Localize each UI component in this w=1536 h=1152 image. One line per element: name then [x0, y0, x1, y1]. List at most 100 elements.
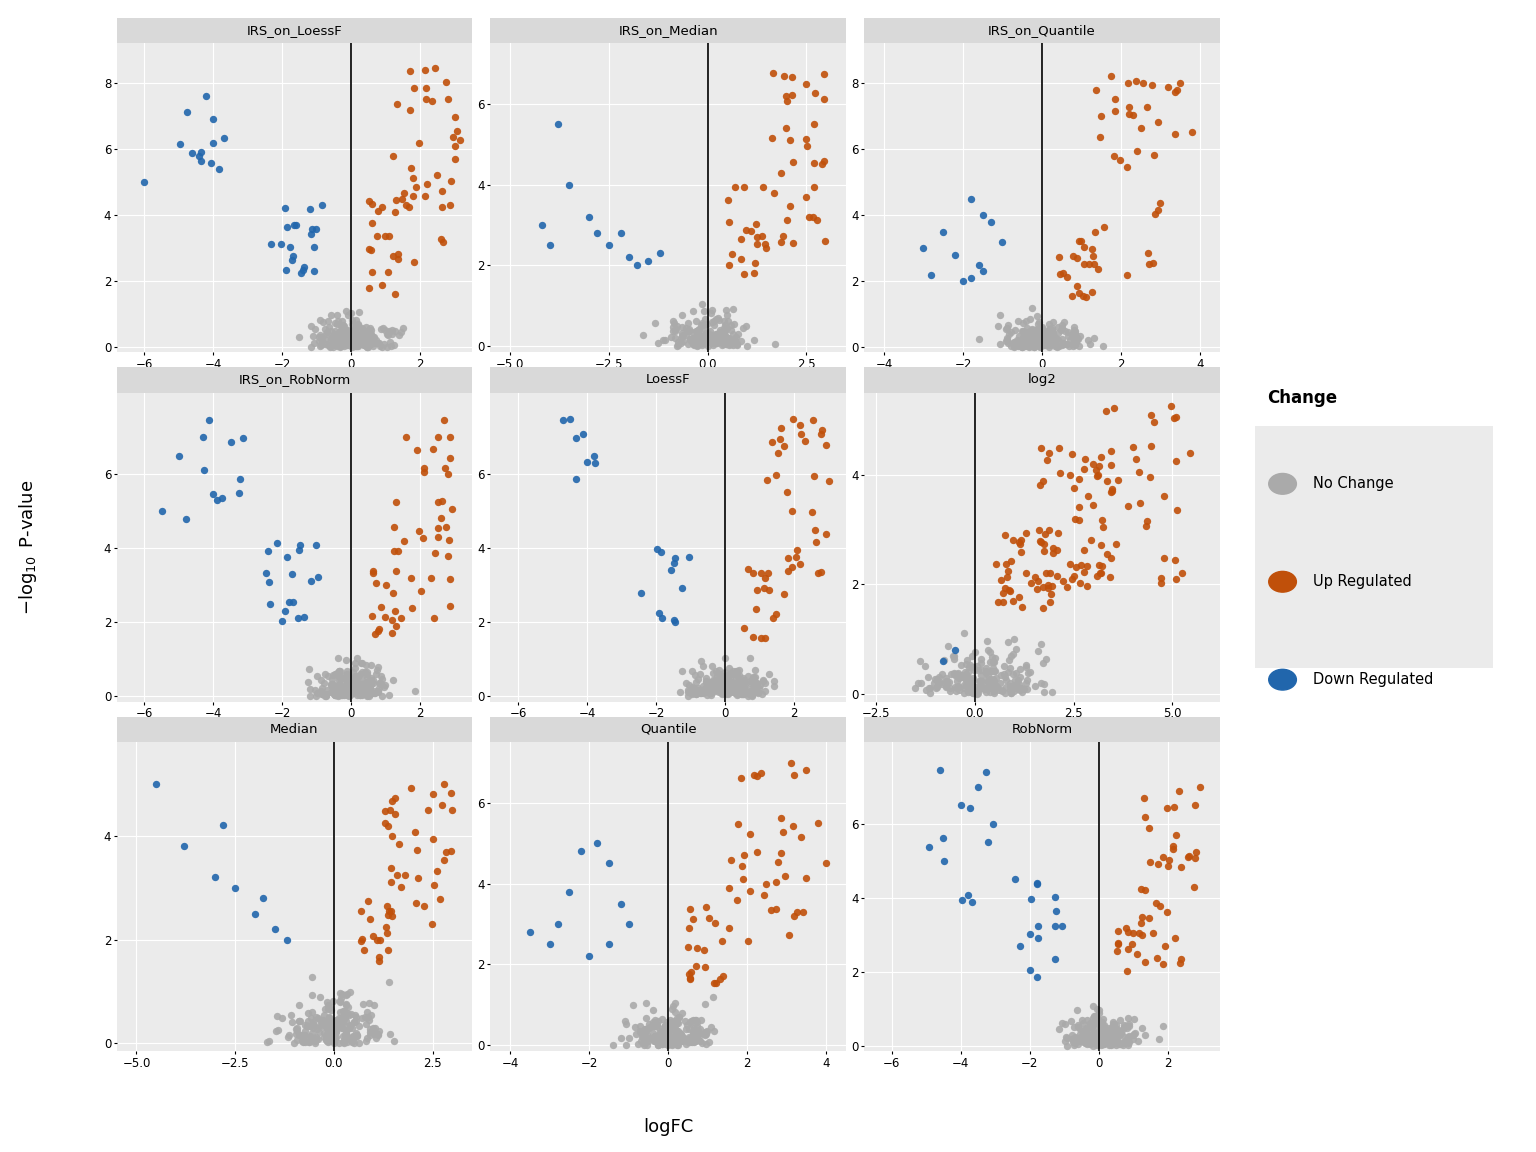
Point [1057, 326, 1081, 344]
Point [719, 673, 743, 691]
Point [802, 153, 826, 172]
Point [633, 1026, 657, 1045]
Point [1075, 1032, 1100, 1051]
Point [333, 1005, 358, 1023]
Point [1163, 551, 1187, 569]
Point [680, 1011, 705, 1030]
Point [298, 225, 323, 243]
Point [677, 970, 702, 988]
Point [628, 1023, 653, 1041]
Point [699, 682, 723, 700]
Point [1083, 1014, 1107, 1032]
Point [358, 679, 382, 697]
Point [1127, 924, 1152, 942]
Point [1121, 438, 1146, 456]
Point [1037, 334, 1061, 353]
Point [639, 1029, 664, 1047]
Point [343, 1028, 367, 1046]
Point [1051, 335, 1075, 354]
Point [438, 448, 462, 467]
Point [736, 687, 760, 705]
Point [673, 1013, 697, 1031]
Point [304, 1030, 329, 1048]
Point [731, 318, 756, 336]
Point [688, 684, 713, 703]
Point [319, 335, 344, 354]
Point [310, 196, 335, 214]
Point [668, 683, 693, 702]
Point [310, 1014, 335, 1032]
Point [719, 333, 743, 351]
Point [356, 687, 381, 705]
Point [1035, 326, 1060, 344]
Point [680, 682, 705, 700]
Point [300, 986, 324, 1005]
Point [1046, 524, 1071, 543]
Point [969, 677, 994, 696]
Point [353, 327, 378, 346]
Point [664, 1003, 688, 1022]
Point [1101, 1018, 1126, 1037]
Point [1084, 461, 1109, 479]
Point [347, 685, 372, 704]
Point [674, 321, 699, 340]
Point [335, 1028, 359, 1046]
Point [696, 332, 720, 350]
Point [700, 680, 725, 698]
Point [717, 213, 742, 232]
Point [665, 333, 690, 351]
Point [223, 878, 247, 896]
Point [359, 328, 384, 347]
Point [1091, 1032, 1115, 1051]
Point [356, 892, 381, 910]
Point [301, 237, 326, 256]
Point [1097, 1032, 1121, 1051]
Point [321, 1029, 346, 1047]
Point [731, 677, 756, 696]
Point [1147, 194, 1172, 212]
Point [344, 1024, 369, 1043]
Point [1028, 336, 1052, 355]
Point [664, 993, 688, 1011]
Point [301, 333, 326, 351]
Point [321, 684, 346, 703]
Point [333, 1024, 358, 1043]
Point [934, 672, 958, 690]
Point [1075, 487, 1100, 506]
Point [1097, 1028, 1121, 1046]
Point [318, 338, 343, 356]
Point [350, 664, 375, 682]
Point [1014, 318, 1038, 336]
Point [693, 1025, 717, 1044]
Point [1072, 255, 1097, 273]
Point [315, 1029, 339, 1047]
Point [717, 256, 742, 274]
Point [1044, 541, 1069, 560]
Point [645, 1036, 670, 1054]
Point [680, 684, 705, 703]
Point [989, 682, 1014, 700]
Point [384, 191, 409, 210]
Point [1092, 1034, 1117, 1053]
Point [339, 314, 364, 333]
Point [691, 676, 716, 695]
Point [917, 679, 942, 697]
Point [1097, 1029, 1121, 1047]
Point [974, 679, 998, 697]
Point [968, 681, 992, 699]
Point [667, 1008, 691, 1026]
Point [422, 609, 447, 628]
Point [1107, 1024, 1132, 1043]
Point [1023, 327, 1048, 346]
Point [734, 683, 759, 702]
Point [1068, 510, 1092, 529]
Point [680, 910, 705, 929]
Point [436, 546, 461, 564]
Point [716, 328, 740, 347]
Point [645, 1016, 670, 1034]
Point [421, 440, 445, 458]
Point [1098, 1021, 1123, 1039]
Point [951, 624, 975, 643]
Point [653, 331, 677, 349]
Point [774, 211, 799, 229]
